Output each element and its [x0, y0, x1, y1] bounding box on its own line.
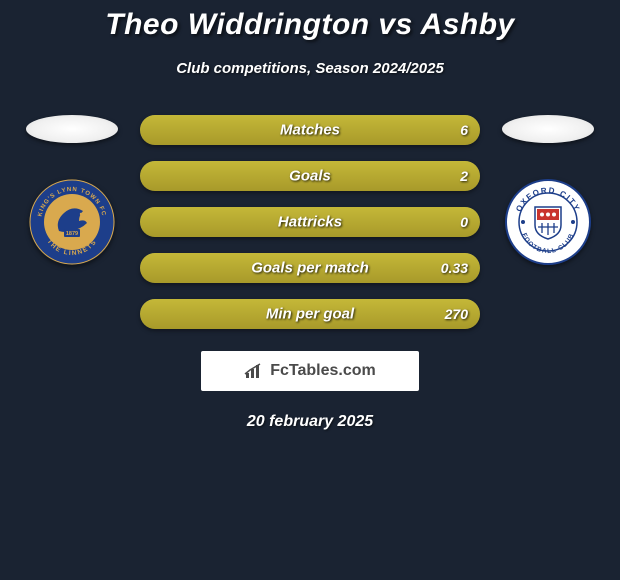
stat-bar: Hattricks 0 [140, 207, 480, 237]
brand-link[interactable]: FcTables.com [201, 351, 419, 391]
left-club-badge: KING'S LYNN TOWN FC THE LINNETS 1879 [29, 179, 115, 265]
stat-bars: Matches 6 Goals 2 Hattricks 0 [140, 115, 480, 329]
bar-right-value: 0 [460, 214, 468, 230]
bar-label: Hattricks [278, 214, 342, 231]
bar-label: Matches [280, 122, 340, 139]
left-player-col: KING'S LYNN TOWN FC THE LINNETS 1879 [22, 115, 122, 265]
bar-right-value: 2 [460, 168, 468, 184]
bar-right-fill [432, 161, 480, 191]
kings-lynn-badge-icon: KING'S LYNN TOWN FC THE LINNETS 1879 [29, 179, 115, 265]
brand-text: FcTables.com [270, 362, 376, 380]
bar-label: Min per goal [266, 306, 354, 323]
bar-chart-icon [244, 362, 266, 380]
infographic-root: Theo Widdrington vs Ashby Club competiti… [0, 0, 620, 431]
right-club-badge: OXFORD CITY FOOTBALL CLUB [505, 179, 591, 265]
stat-bar: Goals per match 0.33 [140, 253, 480, 283]
bar-right-fill [432, 115, 480, 145]
stat-bar: Min per goal 270 [140, 299, 480, 329]
bar-right-value: 6 [460, 122, 468, 138]
left-player-photo [26, 115, 118, 143]
oxford-city-badge-icon: OXFORD CITY FOOTBALL CLUB [505, 179, 591, 265]
svg-text:1879: 1879 [66, 231, 78, 237]
subtitle: Club competitions, Season 2024/2025 [0, 60, 620, 77]
page-title: Theo Widdrington vs Ashby [0, 8, 620, 42]
bar-left-fill [140, 161, 432, 191]
stat-bar: Matches 6 [140, 115, 480, 145]
date-label: 20 february 2025 [0, 413, 620, 431]
stat-bar: Goals 2 [140, 161, 480, 191]
bar-label: Goals [289, 168, 331, 185]
bar-right-value: 270 [445, 306, 468, 322]
stats-area: KING'S LYNN TOWN FC THE LINNETS 1879 [0, 115, 620, 329]
bar-right-fill [432, 207, 480, 237]
bar-label: Goals per match [251, 260, 369, 277]
right-player-col: OXFORD CITY FOOTBALL CLUB [498, 115, 598, 265]
right-player-photo [502, 115, 594, 143]
bar-right-value: 0.33 [441, 260, 468, 276]
